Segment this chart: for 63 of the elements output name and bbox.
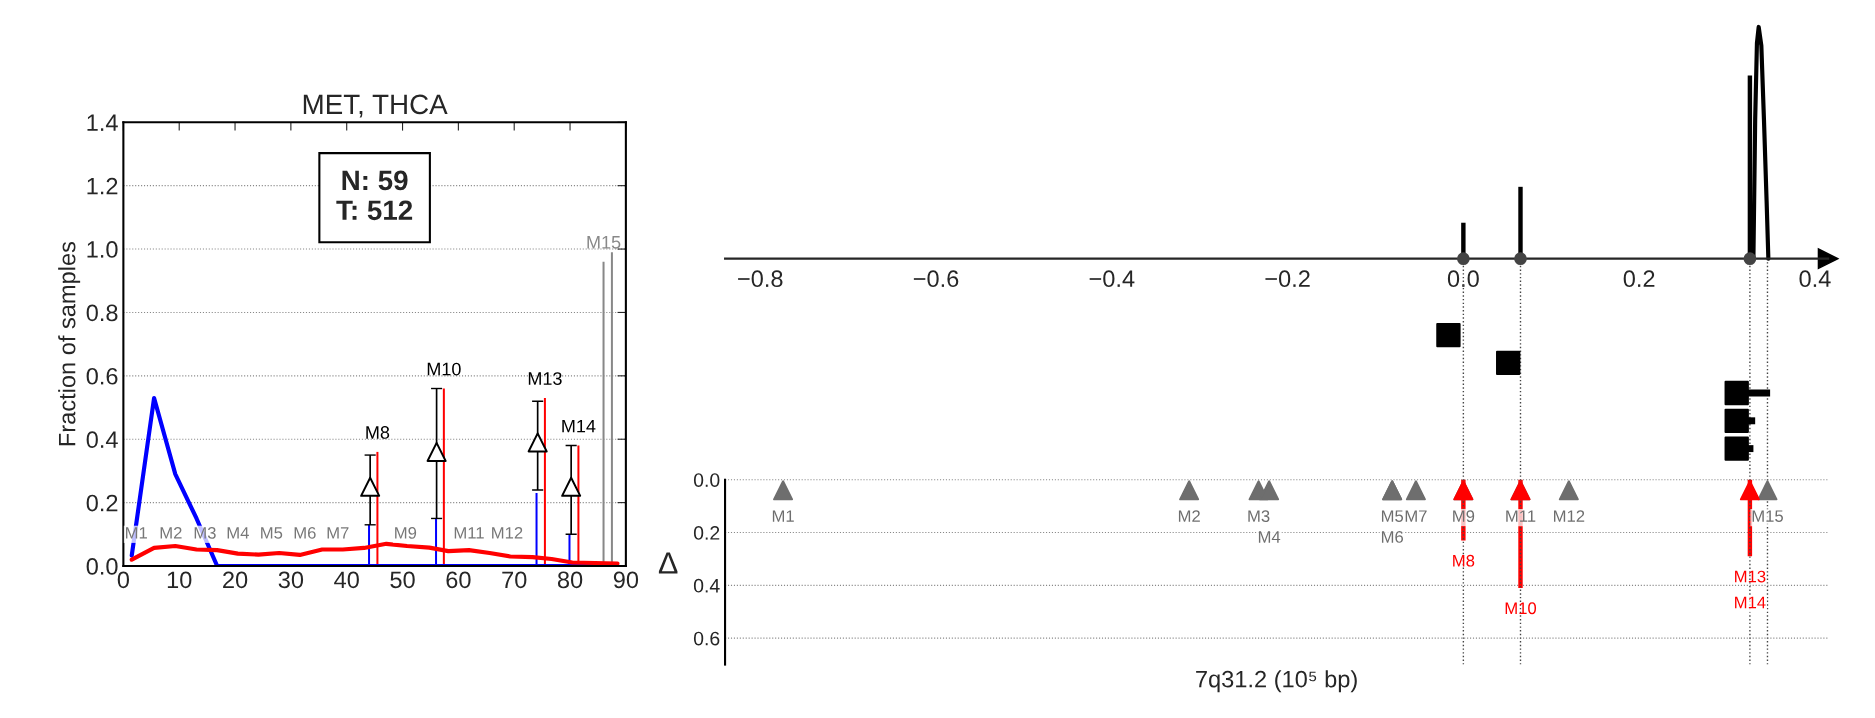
data-label: M9 xyxy=(1453,510,1475,523)
y-axis-title: Δ xyxy=(658,552,678,574)
y-tick-label: 0.0 xyxy=(86,558,118,575)
data-label: M6 xyxy=(1381,531,1404,543)
x-tick-label: −0.8 xyxy=(738,270,783,288)
x-tick-label: −0.2 xyxy=(1265,270,1310,288)
data-label: M8 xyxy=(1453,554,1475,567)
x-tick-label: −0.6 xyxy=(913,270,959,288)
annotation: N: 59 T: 512 xyxy=(336,170,413,221)
x-tick-label: 30 xyxy=(278,571,304,589)
data-label: M11 xyxy=(1506,510,1536,522)
x-tick-label: 20 xyxy=(223,571,248,589)
x-tick-label: 70 xyxy=(502,571,527,589)
data-label: M10 xyxy=(427,362,461,376)
annotation: M2 xyxy=(160,526,182,539)
data-label: M15 xyxy=(1752,510,1783,523)
x-tick-label: 0 xyxy=(117,571,130,589)
chart-title: MET, THCA xyxy=(303,94,448,118)
y-tick-label: 1.2 xyxy=(87,177,118,195)
data-label: M10 xyxy=(1505,602,1537,615)
y-tick-label: 0.0 xyxy=(693,473,720,487)
data-label: M12 xyxy=(1554,510,1585,522)
x-tick-label: 0.0 xyxy=(1447,270,1479,288)
data-label: M13 xyxy=(1735,570,1766,583)
y-tick-label: 0.8 xyxy=(86,304,118,322)
x-tick-label: 50 xyxy=(390,571,415,589)
annotation: M1 xyxy=(126,527,147,539)
annotation: M7 xyxy=(327,527,349,539)
annotation: M4 xyxy=(227,527,249,539)
y-tick-label: 0.2 xyxy=(86,494,118,512)
annotation: M9 xyxy=(395,526,417,539)
y-tick-label: 0.6 xyxy=(693,631,720,646)
data-label: M4 xyxy=(1258,531,1281,543)
x-tick-label: 40 xyxy=(334,571,359,589)
y-tick-label: 0.6 xyxy=(86,367,118,385)
y-axis-title: Fraction of samples xyxy=(58,241,81,446)
data-label: M7 xyxy=(1405,510,1427,522)
x-tick-label: −0.4 xyxy=(1089,270,1135,288)
x-axis-title: 7q31.2 (10⁵ bp) xyxy=(1196,670,1357,693)
x-tick-label: 10 xyxy=(167,571,192,589)
y-tick-label: 0.4 xyxy=(86,431,118,449)
y-tick-label: 1.4 xyxy=(87,114,118,131)
annotation: M14 xyxy=(1735,596,1766,609)
data-label: M15 xyxy=(587,236,621,249)
x-tick-label: 60 xyxy=(446,571,471,589)
y-tick-label: 0.2 xyxy=(693,526,720,540)
data-label: M14 xyxy=(562,419,596,433)
data-label: M8 xyxy=(366,426,390,439)
data-label: M1 xyxy=(772,510,794,522)
data-label: M2 xyxy=(1178,510,1200,522)
annotation: M11 xyxy=(454,527,484,539)
annotation: M12 xyxy=(492,526,523,539)
annotation: M3 xyxy=(194,526,216,539)
data-label: M5 xyxy=(1381,510,1404,523)
x-tick-label: 0.2 xyxy=(1623,270,1655,288)
data-label: M13 xyxy=(528,372,562,385)
annotation: M6 xyxy=(294,526,316,539)
x-tick-label: 0.4 xyxy=(1799,270,1831,288)
x-tick-label: 90 xyxy=(613,571,639,589)
annotation: M5 xyxy=(261,527,283,539)
y-tick-label: 1.0 xyxy=(87,241,118,258)
x-tick-label: 80 xyxy=(557,571,583,589)
data-label: M3 xyxy=(1248,510,1270,523)
